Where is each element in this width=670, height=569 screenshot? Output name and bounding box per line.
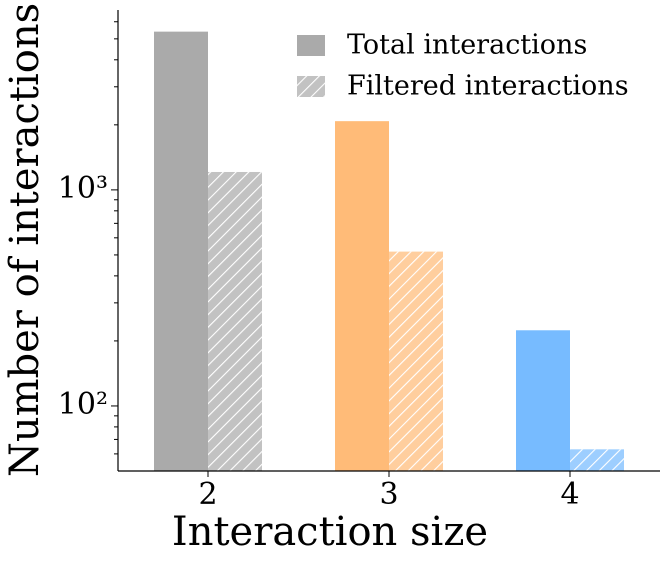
x-tick-label: 2	[198, 477, 217, 512]
y-axis-label: Number of interactions	[2, 3, 48, 477]
x-tick-label: 3	[379, 477, 398, 512]
bar-hatch	[208, 171, 262, 471]
x-axis-label: Interaction size	[172, 509, 488, 555]
y-tick-label: 10²	[58, 387, 108, 422]
legend-swatch-hatch	[297, 76, 325, 97]
legend-swatch	[297, 35, 325, 56]
bar	[516, 330, 570, 471]
legend-label: Total interactions	[347, 30, 587, 61]
legend-label: Filtered interactions	[347, 71, 629, 102]
bar-hatch	[570, 449, 624, 471]
y-tick-label: 10³	[58, 171, 108, 206]
x-tick-label: 4	[560, 477, 579, 512]
bar-hatch	[389, 251, 443, 471]
bar	[335, 121, 389, 471]
bar	[154, 31, 208, 472]
